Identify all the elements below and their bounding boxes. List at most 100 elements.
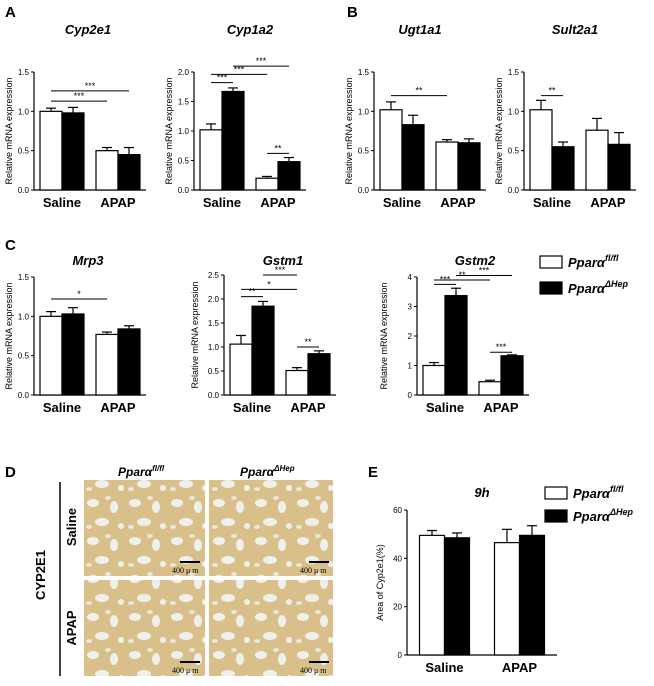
- significance-label: ***: [479, 266, 490, 276]
- chart-title: Cyp1a2: [227, 22, 274, 37]
- histology-image-saline-flfl: [84, 480, 205, 576]
- category-label: Saline: [233, 400, 271, 415]
- histology-panel: Pparαfl/fl PparαΔHep CYP2E1 Saline APAP …: [33, 464, 333, 676]
- category-label: APAP: [290, 400, 325, 415]
- bar-dhep: [221, 90, 245, 191]
- category-label: Saline: [533, 195, 571, 210]
- bar-flfl: [379, 109, 403, 191]
- y-tick-label: 0.0: [508, 186, 520, 195]
- y-tick-label: 1.5: [508, 68, 520, 77]
- y-tick-label: 1.5: [358, 68, 370, 77]
- y-tick-label: 1.0: [508, 107, 520, 116]
- legend-e-swatch-flfl: [544, 486, 568, 500]
- y-axis-label: Relative mRNA expression: [4, 282, 14, 389]
- panel-label-c: C: [5, 237, 16, 254]
- y-tick-label: 1: [408, 362, 413, 371]
- category-label: APAP: [483, 400, 518, 415]
- scale-bar-4: 400 μ m: [300, 661, 329, 675]
- y-tick-label: 0.5: [358, 147, 370, 156]
- bar-dhep: [457, 142, 481, 191]
- scale-bar-label: 400 μ m: [172, 666, 199, 675]
- category-label: APAP: [100, 195, 135, 210]
- bar-flfl: [435, 141, 459, 191]
- category-label: Saline: [383, 195, 421, 210]
- significance-label: ***: [74, 91, 85, 101]
- significance-label: *: [267, 279, 271, 289]
- category-label: APAP: [502, 660, 537, 675]
- y-tick-label: 0: [398, 651, 403, 660]
- legend-e-swatch-dhep: [544, 509, 568, 523]
- bar-dhep: [518, 534, 546, 656]
- histology-row-label-saline: Saline: [64, 508, 79, 546]
- bar-flfl: [39, 315, 63, 396]
- y-tick-label: 0.5: [18, 352, 30, 361]
- significance-label: ***: [256, 56, 267, 66]
- legend-e-label-dhep: PparαΔHep: [573, 507, 634, 524]
- scale-bar-2: 400 μ m: [300, 561, 329, 575]
- chart-title: 9h: [474, 485, 489, 500]
- significance-label: ***: [234, 64, 245, 74]
- chart-ugt1a1: Ugt1a1 Relative mRNA expression 0.0 0.5 1.0 1…: [344, 22, 486, 210]
- bar-flfl: [39, 110, 63, 191]
- scale-bar-label: 400 μ m: [300, 566, 327, 575]
- bar-flfl: [422, 364, 446, 396]
- category-label: Saline: [203, 195, 241, 210]
- y-axis-label: Relative mRNA expression: [344, 77, 354, 184]
- significance-label: ***: [217, 73, 228, 83]
- y-tick-label: 4: [408, 273, 413, 282]
- y-tick-label: 2.0: [208, 295, 220, 304]
- bar-flfl: [493, 542, 521, 656]
- y-tick-label: 0.5: [18, 147, 30, 156]
- chart-title: Mrp3: [72, 253, 104, 268]
- bar-flfl: [529, 109, 553, 191]
- bar-dhep: [443, 537, 471, 656]
- y-tick-label: 0.5: [208, 367, 220, 376]
- y-tick-label: 0.0: [18, 391, 30, 400]
- legend-label-flfl: Pparαfl/fl: [568, 253, 619, 270]
- bar-dhep: [401, 124, 425, 191]
- y-axis-label: Relative mRNA expression: [379, 282, 389, 389]
- chart-cyp1a2: Cyp1a2 Relative mRNA expression 0.0 0.5 1.0 1…: [164, 22, 306, 210]
- bar-dhep: [251, 305, 275, 396]
- histology-image-apap-flfl: [84, 580, 205, 676]
- histology-col-label-dhep: PparαΔHep: [240, 464, 295, 479]
- chart-mrp3: Mrp3 Relative mRNA expression 0.0 0.5 1.0 1.5…: [4, 253, 146, 415]
- significance-label: **: [274, 143, 282, 153]
- y-axis-label: Relative mRNA expression: [164, 77, 174, 184]
- y-tick-label: 1.5: [18, 273, 30, 282]
- y-tick-label: 1.0: [208, 343, 220, 352]
- y-tick-label: 3: [408, 303, 413, 312]
- bar-dhep: [307, 353, 331, 396]
- bar-dhep: [61, 112, 85, 191]
- histology-side-label: CYP2E1: [33, 550, 48, 600]
- chart-gstm1: Gstm1 Relative mRNA expression 0.0 0.5 1.0 1.…: [190, 253, 336, 415]
- bar-dhep: [117, 328, 141, 396]
- significance-label: **: [415, 86, 423, 96]
- y-tick-label: 0.0: [208, 391, 220, 400]
- y-tick-label: 2.0: [178, 68, 190, 77]
- significance-label: ***: [496, 342, 507, 352]
- bar-dhep: [277, 161, 301, 191]
- y-tick-label: 0.0: [358, 186, 370, 195]
- chart-title: Gstm1: [263, 253, 303, 268]
- category-label: Saline: [43, 400, 81, 415]
- category-label: Saline: [43, 195, 81, 210]
- chart-gstm2: Gstm2 Relative mRNA expression 0 1 2 3 4 Saline…: [379, 253, 529, 415]
- scale-bar-label: 400 μ m: [300, 666, 327, 675]
- y-tick-label: 1.5: [208, 319, 220, 328]
- y-tick-label: 2.5: [208, 271, 220, 280]
- legend-e-label-flfl: Pparαfl/fl: [573, 484, 624, 501]
- histology-row-label-apap: APAP: [64, 610, 79, 645]
- significance-label: ***: [85, 81, 96, 91]
- legend-c: Pparαfl/fl PparαΔHep: [539, 253, 629, 296]
- significance-label: **: [248, 287, 256, 297]
- y-tick-label: 1.0: [178, 127, 190, 136]
- y-tick-label: 1.5: [178, 98, 190, 107]
- histology-image-saline-dhep: [209, 480, 333, 576]
- chart-title: Cyp2e1: [65, 22, 111, 37]
- scale-bar-3: 400 μ m: [172, 661, 200, 675]
- bar-dhep: [61, 313, 85, 396]
- bar-dhep: [551, 146, 575, 191]
- bar-dhep: [444, 294, 468, 396]
